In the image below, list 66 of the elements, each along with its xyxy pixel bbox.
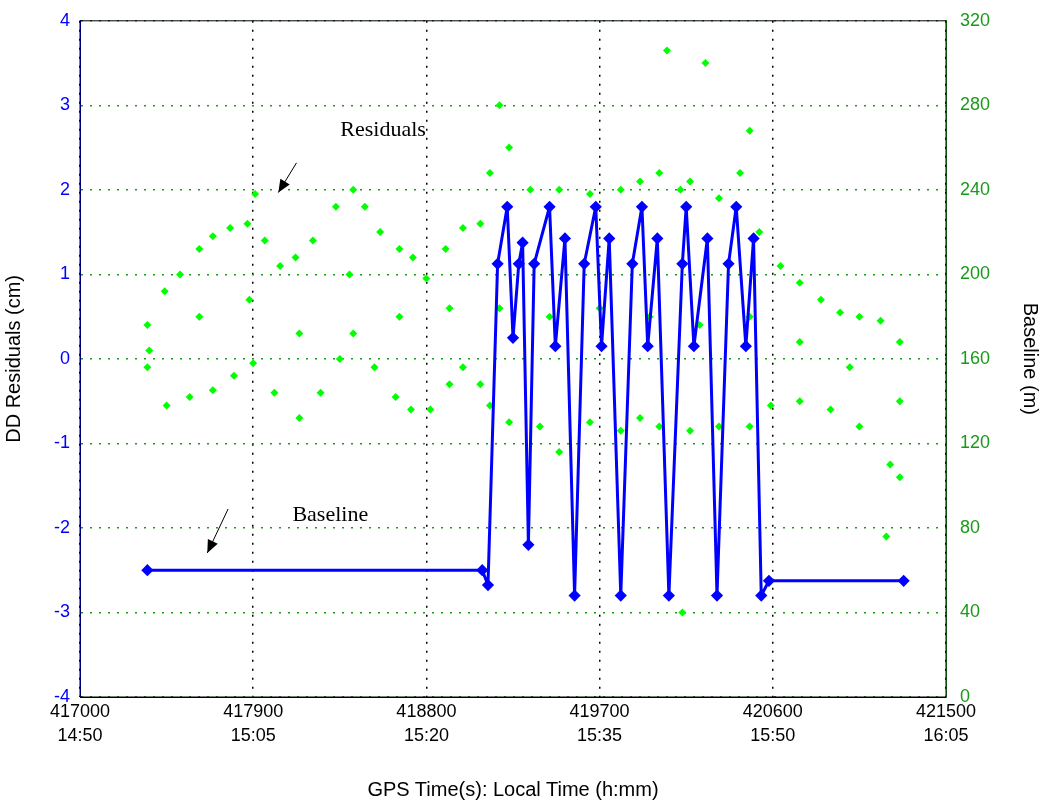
point: [507, 332, 519, 344]
point: [528, 258, 540, 270]
x-tick-label: 419700: [569, 700, 630, 721]
point: [701, 232, 713, 244]
x-axis-title: GPS Time(s): Local Time (h:mm): [367, 777, 659, 800]
point: [549, 340, 561, 352]
point: [636, 201, 648, 213]
y2-tick-label: 80: [960, 516, 981, 537]
point: [898, 575, 910, 587]
y2-axis-title: Baseline (m): [1020, 302, 1043, 416]
y-axis-title: DD Residuals (cm): [1, 274, 24, 443]
y2-tick-label: 160: [960, 347, 991, 368]
y-tick-label: 3: [59, 94, 70, 115]
point: [642, 340, 654, 352]
point: [723, 258, 735, 270]
x2-tick-label: 14:50: [57, 724, 103, 745]
point: [663, 590, 675, 602]
x-tick-label: 417900: [223, 700, 284, 721]
y2-tick-label: 240: [960, 178, 991, 199]
point: [590, 201, 602, 213]
y2-tick-label: 320: [960, 9, 991, 30]
y-tick-label: -1: [53, 432, 70, 453]
y2-tick-label: 40: [960, 601, 981, 622]
point: [522, 539, 534, 551]
y-tick-label: 1: [59, 263, 70, 284]
point: [740, 340, 752, 352]
y-tick-label: 0: [59, 347, 70, 368]
point: [763, 575, 775, 587]
y-tick-label: -2: [53, 516, 70, 537]
point: [626, 258, 638, 270]
point: [141, 564, 153, 576]
x2-tick-label: 15:05: [230, 724, 276, 745]
point: [688, 340, 700, 352]
point: [544, 201, 556, 213]
point: [748, 232, 760, 244]
point: [501, 201, 513, 213]
point: [492, 258, 504, 270]
point: [615, 590, 627, 602]
point: [676, 258, 688, 270]
annotation: Baseline: [292, 500, 369, 526]
y2-tick-label: 120: [960, 432, 991, 453]
y2-tick-label: 280: [960, 94, 991, 115]
point: [596, 340, 608, 352]
point: [482, 579, 494, 591]
point: [513, 258, 525, 270]
point: [578, 258, 590, 270]
point: [476, 564, 488, 576]
point: [680, 201, 692, 213]
x2-tick-label: 16:05: [923, 724, 969, 745]
y-tick-label: 2: [59, 178, 70, 199]
y2-tick-label: 200: [960, 263, 991, 284]
x-tick-label: 420600: [742, 700, 803, 721]
point: [755, 590, 767, 602]
y-tick-label: 4: [59, 9, 70, 30]
y-tick-label: -3: [53, 601, 70, 622]
x2-tick-label: 15:50: [750, 724, 796, 745]
point: [569, 590, 581, 602]
point: [603, 232, 615, 244]
point: [651, 232, 663, 244]
point: [711, 590, 723, 602]
annotation: Residuals: [340, 116, 426, 142]
x-tick-label: 418800: [396, 700, 457, 721]
x2-tick-label: 15:35: [577, 724, 623, 745]
x2-tick-label: 15:20: [403, 724, 449, 745]
point: [517, 237, 529, 249]
point: [559, 232, 571, 244]
